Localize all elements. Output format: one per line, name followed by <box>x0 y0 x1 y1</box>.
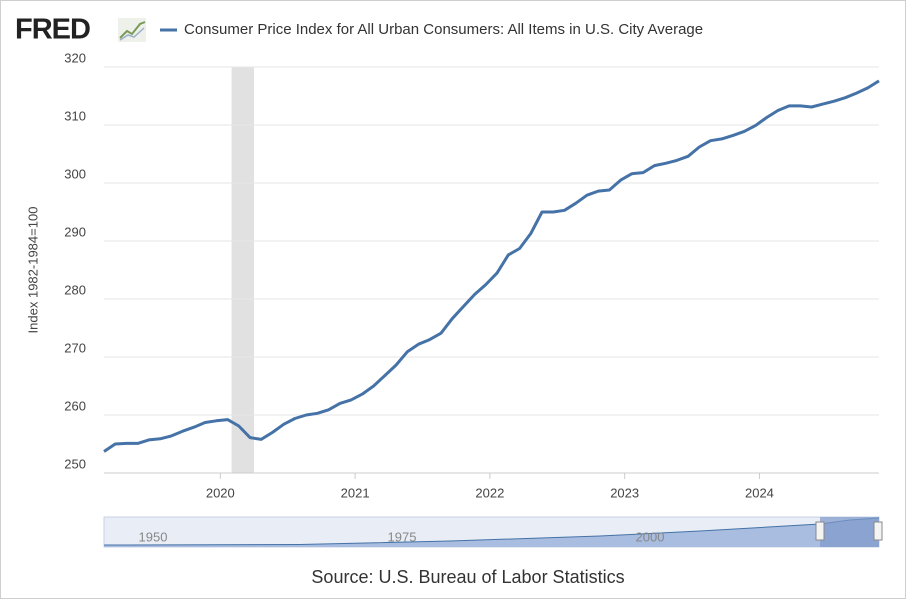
x-tick-label: 2022 <box>475 485 504 500</box>
brand-logo: FRED <box>15 14 90 46</box>
y-axis-label: Index 1982-1984=100 <box>25 207 40 334</box>
y-tick-label: 290 <box>64 224 86 239</box>
navigator-tick-label: 2000 <box>636 529 665 544</box>
navigator-tick-label: 1950 <box>139 529 168 544</box>
y-tick-label: 260 <box>64 398 86 413</box>
navigator-tick-label: 1975 <box>388 529 417 544</box>
legend-label: Consumer Price Index for All Urban Consu… <box>184 21 703 38</box>
recession-band <box>231 67 255 473</box>
y-tick-label: 280 <box>64 282 86 297</box>
logo-icon <box>118 18 146 42</box>
source-note: Source: U.S. Bureau of Labor Statistics <box>311 567 624 587</box>
navigator <box>103 516 883 548</box>
x-tick-label: 2020 <box>206 485 235 500</box>
data-line <box>103 79 880 453</box>
x-tick-label: 2021 <box>341 485 370 500</box>
y-tick-label: 320 <box>64 50 86 65</box>
y-tick-label: 250 <box>64 456 86 471</box>
y-tick-label: 300 <box>64 166 86 181</box>
y-tick-label: 310 <box>64 108 86 123</box>
x-tick-label: 2024 <box>745 485 774 500</box>
y-tick-label: 270 <box>64 340 86 355</box>
x-tick-label: 2023 <box>610 485 639 500</box>
